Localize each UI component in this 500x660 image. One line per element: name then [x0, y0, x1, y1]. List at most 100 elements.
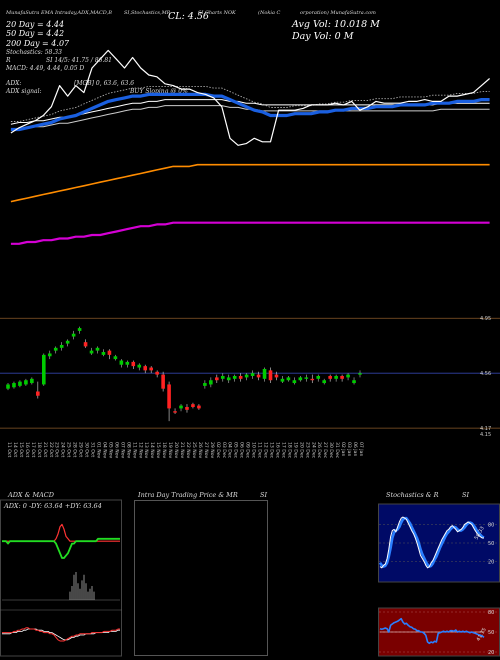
- rsi-tick-2: 20: [488, 650, 494, 656]
- date-tick-8: 23 Oct: [54, 442, 60, 457]
- date-tick-58: 06 Jan: [352, 442, 358, 456]
- candle-body-3: [24, 380, 28, 385]
- date-tick-34: 29 Nov: [209, 442, 215, 459]
- candle-body-8: [53, 347, 58, 351]
- date-tick-55: 31 Dec: [334, 442, 340, 459]
- stochastics-label: Stochastics: 58.33: [6, 49, 62, 56]
- candle-body-27: [167, 384, 171, 409]
- plus-dy-line: [2, 537, 120, 559]
- header-title-e: orporation) MunafaSutra.com: [300, 10, 376, 16]
- date-tick-3: 16 Oct: [24, 442, 30, 457]
- adx-signal-value: BUY Sloping @ 0%: [130, 88, 188, 95]
- date-tick-33: 27 Nov: [203, 442, 209, 459]
- date-tick-57: 03 Jan: [346, 442, 352, 456]
- candle-body-39: [238, 376, 243, 379]
- candle-body-30: [185, 407, 189, 410]
- candle-body-21: [131, 361, 136, 367]
- candle-body-9: [59, 345, 64, 348]
- close-label: CL: 4.56: [168, 11, 209, 22]
- stoch-tick-1: 50: [488, 541, 494, 547]
- ema200-label: 200 Day = 4.07: [6, 39, 70, 48]
- candle-body-13: [83, 342, 88, 347]
- date-tick-44: 13 Dec: [269, 442, 275, 459]
- ema-price-chart: [10, 49, 490, 245]
- date-tick-6: 21 Oct: [42, 442, 48, 457]
- candle-body-14: [89, 350, 94, 354]
- date-tick-59: 07 Jan: [358, 442, 364, 456]
- r-label: R: [6, 57, 11, 64]
- candle-body-0: [6, 384, 10, 389]
- date-tick-54: 30 Dec: [328, 442, 334, 459]
- date-tick-11: 28 Oct: [72, 442, 78, 457]
- candle-body-33: [203, 383, 207, 386]
- rsi-tick-1: 50: [488, 630, 494, 636]
- candle-body-2: [18, 381, 22, 386]
- date-tick-29: 21 Nov: [179, 442, 185, 459]
- date-tick-24: 14 Nov: [149, 442, 155, 459]
- date-tick-19: 07 Nov: [119, 442, 125, 459]
- candle-body-49: [298, 377, 303, 381]
- ema20-line: [10, 92, 490, 132]
- date-tick-0: 11 Oct: [6, 442, 12, 457]
- candle-body-7: [47, 353, 52, 357]
- candle-body-52: [316, 376, 321, 379]
- si-label: SI 14/5: 41.75 / 86.81: [46, 57, 112, 64]
- price-label-3: 4.15: [480, 432, 491, 438]
- candle-body-10: [65, 340, 70, 344]
- date-tick-16: 04 Nov: [101, 442, 107, 459]
- ema-magenta-line: [10, 221, 490, 245]
- date-tick-12: 29 Oct: [78, 442, 84, 457]
- day-volume: Day Vol: 0 M: [292, 31, 354, 42]
- rsi-line: [379, 617, 485, 645]
- candle-body-46: [280, 378, 285, 382]
- candle-body-44: [268, 370, 273, 381]
- date-tick-38: 05 Dec: [233, 442, 239, 459]
- close-price-line: [10, 49, 490, 146]
- candle-body-34: [209, 380, 213, 385]
- date-tick-10: 25 Oct: [66, 442, 72, 457]
- candle-body-35: [215, 377, 219, 381]
- candle-body-29: [179, 405, 183, 409]
- candle-body-17: [107, 350, 112, 355]
- date-tick-13: 30 Oct: [84, 442, 90, 457]
- candle-body-1: [12, 383, 16, 388]
- candle-body-51: [310, 378, 315, 381]
- price-label-1: 4.56: [480, 371, 491, 377]
- date-tick-43: 12 Dec: [263, 442, 269, 459]
- candle-body-25: [155, 371, 159, 375]
- date-tick-4: 17 Oct: [30, 442, 36, 457]
- intraday-title: Intra Day Trading Price & MR: [138, 491, 238, 499]
- date-tick-27: 19 Nov: [167, 442, 173, 459]
- candle-body-47: [286, 377, 291, 381]
- date-tick-52: 26 Dec: [316, 442, 322, 459]
- candle-body-6: [41, 354, 46, 385]
- adx-macd-title: ADX & MACD: [8, 491, 54, 499]
- date-tick-22: 12 Nov: [137, 442, 143, 459]
- date-tick-35: 02 Dec: [215, 442, 221, 459]
- candle-body-32: [197, 405, 201, 409]
- date-tick-53: 27 Dec: [322, 442, 328, 459]
- date-tick-49: 20 Dec: [298, 442, 304, 459]
- date-tick-28: 20 Nov: [173, 442, 179, 459]
- candle-body-38: [232, 376, 237, 379]
- date-tick-30: 22 Nov: [185, 442, 191, 459]
- stoch-tick-2: 20: [488, 560, 494, 566]
- candle-body-16: [101, 352, 106, 355]
- stoch-k-line: [379, 516, 484, 569]
- date-tick-14: 31 Oct: [90, 442, 96, 457]
- date-tick-21: 11 Nov: [131, 442, 137, 459]
- date-tick-26: 18 Nov: [161, 442, 167, 459]
- candle-body-59: [358, 373, 362, 375]
- candle-body-18: [113, 356, 118, 360]
- date-tick-41: 10 Dec: [251, 442, 257, 459]
- candle-body-23: [143, 366, 148, 371]
- candle-body-40: [244, 374, 249, 378]
- candle-body-15: [95, 347, 100, 351]
- candle-body-31: [191, 404, 195, 407]
- price-label-0: 4.95: [480, 316, 491, 322]
- header-title-b: SI,Stochastics,MR: [124, 10, 171, 16]
- intraday-panel: [134, 500, 268, 656]
- candle-body-11: [71, 333, 76, 337]
- adx-label: ADX:: [6, 80, 22, 87]
